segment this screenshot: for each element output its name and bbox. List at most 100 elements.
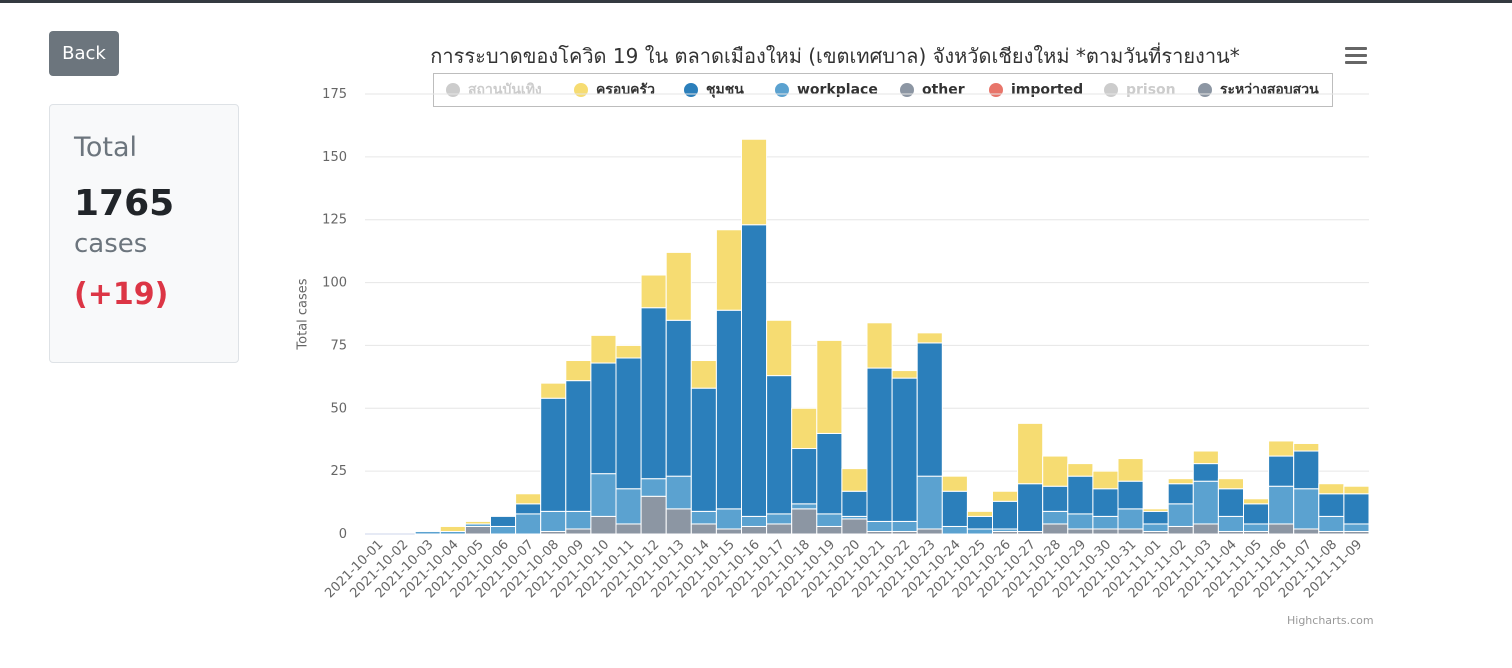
bar-segment: [1192, 523, 1219, 535]
bar-segment: [1042, 523, 1069, 535]
bar-segment: [565, 360, 592, 382]
bar-segment: [766, 375, 793, 515]
bar-segment: [1092, 528, 1119, 535]
bar-segment: [665, 508, 692, 535]
bar-segment: [715, 508, 743, 530]
bar-segment: [992, 500, 1019, 530]
bar-segment: [540, 382, 567, 399]
bar-segment: [1067, 463, 1094, 477]
bar-segment: [841, 468, 868, 492]
bar-segment: [565, 528, 592, 535]
bar-segment: [791, 407, 818, 450]
bar-segment: [816, 525, 843, 535]
bar-segment: [766, 513, 793, 525]
bar-segment: [1092, 515, 1119, 530]
bar-segment: [841, 518, 868, 535]
bar-segment: [1293, 528, 1320, 535]
bar-segment: [816, 432, 843, 515]
bar-segment: [1142, 508, 1169, 512]
bar-segment: [1318, 483, 1345, 495]
summary-count: 1765: [74, 183, 175, 224]
y-tick-label: 100: [322, 276, 347, 291]
bar-segment: [1318, 515, 1345, 532]
bar-segment: [891, 520, 918, 532]
bar-segment: [590, 515, 617, 535]
bar-segment: [690, 523, 717, 535]
bar-segment: [414, 530, 441, 535]
bar-segment: [891, 370, 918, 379]
bar-segment: [1293, 450, 1320, 490]
bar-segment: [1117, 508, 1144, 530]
bar-segment: [766, 523, 793, 535]
bar-segment: [690, 360, 717, 389]
bar-segment: [640, 495, 667, 535]
bar-segment: [1117, 528, 1144, 535]
bar-segment: [590, 362, 617, 475]
bar-segment: [1117, 458, 1144, 482]
bar-segment: [515, 503, 542, 515]
back-button[interactable]: Back: [49, 31, 119, 76]
highcharts-credits[interactable]: Highcharts.com: [1287, 614, 1374, 627]
chart-legend: สถานบันเทิง ครอบครัว ชุมชน workplace oth…: [433, 73, 1333, 107]
bar-segment: [1067, 513, 1094, 530]
bar-segment: [715, 229, 743, 311]
bar-segment: [1343, 485, 1370, 495]
bar-segment: [1167, 525, 1194, 535]
bar-segment: [916, 475, 943, 530]
bar-segment: [791, 508, 818, 535]
total-summary-card: Total 1765 cases (+19): [49, 104, 239, 363]
bar-segment: [1192, 480, 1219, 525]
bar-segment: [741, 224, 768, 517]
bar-segment: [1017, 422, 1044, 485]
y-tick-label: 25: [330, 464, 347, 479]
bar-segment: [966, 515, 994, 530]
top-bar: [0, 0, 1512, 3]
bar-segment: [1167, 478, 1194, 485]
bar-segment: [1217, 515, 1245, 532]
bar-segment: [640, 274, 667, 309]
bar-segment: [916, 342, 943, 477]
bar-segment: [590, 473, 617, 517]
bar-segment: [615, 344, 642, 359]
y-tick-label: 50: [330, 401, 347, 416]
bar-segment: [891, 377, 918, 522]
chart-title: การระบาดของโควิด 19 ใน ตลาดเมืองใหม่ (เข…: [430, 44, 1240, 68]
bar-segment: [690, 510, 717, 525]
bar-segment: [1268, 523, 1295, 535]
bar-segment: [640, 478, 667, 497]
bar-segment: [665, 475, 692, 510]
bar-segment: [916, 528, 943, 535]
bar-segment: [866, 520, 893, 532]
bar-segment: [966, 528, 994, 535]
bar-segment: [515, 513, 542, 535]
bar-segment: [1293, 442, 1320, 452]
bar-segment: [1243, 523, 1270, 532]
bar-segment: [1042, 485, 1069, 512]
bar-segment: [741, 525, 768, 535]
hamburger-menu-icon[interactable]: [1345, 47, 1367, 66]
bar-segment: [941, 490, 968, 527]
y-tick-label: 175: [322, 87, 347, 102]
bar-segment: [1268, 485, 1295, 525]
bar-segment: [1343, 523, 1370, 532]
bar-segment: [590, 334, 617, 364]
bar-segment: [1167, 503, 1194, 527]
bar-segment: [690, 387, 717, 512]
bar-segment: [490, 515, 517, 527]
bar-segment: [1067, 475, 1094, 515]
bar-segment: [1217, 478, 1245, 490]
bar-segment: [791, 448, 818, 505]
bar-segment: [1117, 480, 1144, 510]
bar-segment: [565, 510, 592, 530]
bar-segment: [515, 493, 542, 505]
bar-segment: [615, 488, 642, 525]
y-tick-label: 150: [322, 150, 347, 165]
bar-segment: [1268, 440, 1295, 457]
bar-segment: [866, 367, 893, 522]
y-tick-label: 0: [339, 527, 347, 542]
bar-segment: [841, 490, 868, 517]
bar-segment: [1042, 455, 1069, 487]
bar-segment: [1293, 488, 1320, 530]
bar-segment: [1243, 498, 1270, 505]
